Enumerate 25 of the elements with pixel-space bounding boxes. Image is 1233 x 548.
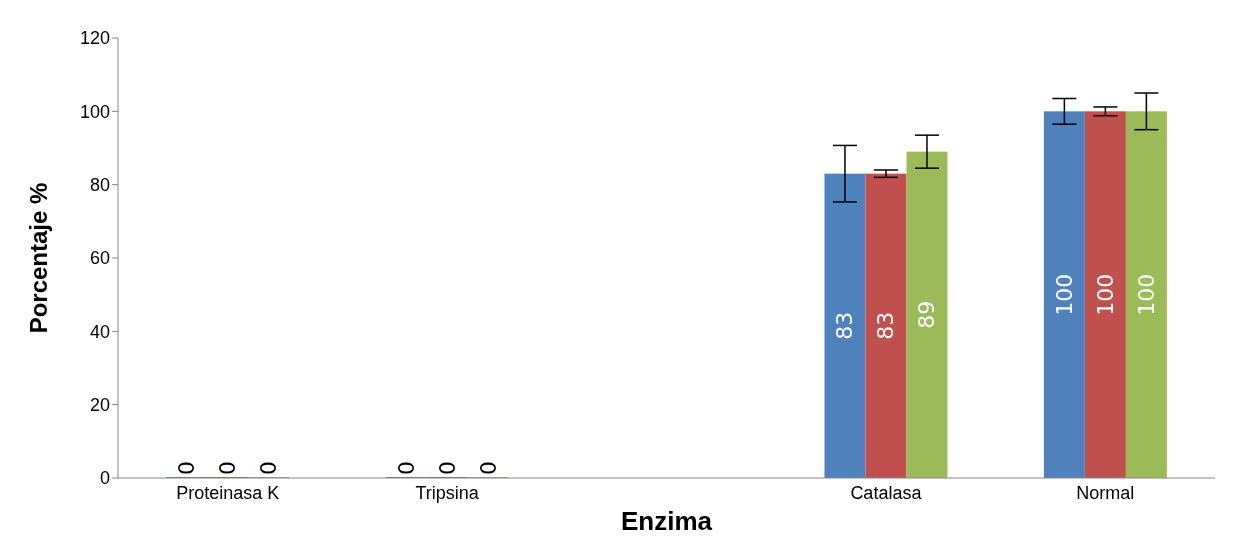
y-axis-title: Porcentaje % [24, 182, 52, 334]
x-tick-label: Normal [1076, 482, 1135, 503]
data-label: 83 [873, 311, 899, 340]
x-tick-label: Proteinasa K [176, 482, 280, 503]
y-tick-label: 40 [89, 321, 110, 342]
data-label: 0 [393, 461, 419, 475]
data-label: 100 [1092, 273, 1118, 316]
data-label: 0 [475, 461, 501, 475]
data-label: 0 [215, 461, 241, 475]
y-tick-label: 60 [89, 248, 110, 269]
data-label: 100 [1051, 273, 1077, 316]
x-tick-label: Catalasa [850, 482, 923, 503]
data-label: 100 [1133, 273, 1159, 316]
data-label: 0 [434, 461, 460, 475]
data-label: 83 [832, 311, 858, 340]
y-tick-label: 20 [89, 395, 110, 416]
y-tick-label: 120 [79, 28, 110, 49]
y-tick-label: 80 [89, 175, 110, 196]
y-tick-label: 100 [79, 101, 110, 122]
x-axis-title: Enzima [620, 506, 713, 536]
data-label: 89 [914, 300, 940, 329]
data-label: 0 [256, 461, 282, 475]
y-tick-label: 0 [99, 468, 110, 489]
x-tick-label: Tripsina [415, 482, 480, 503]
data-label: 0 [174, 461, 200, 475]
